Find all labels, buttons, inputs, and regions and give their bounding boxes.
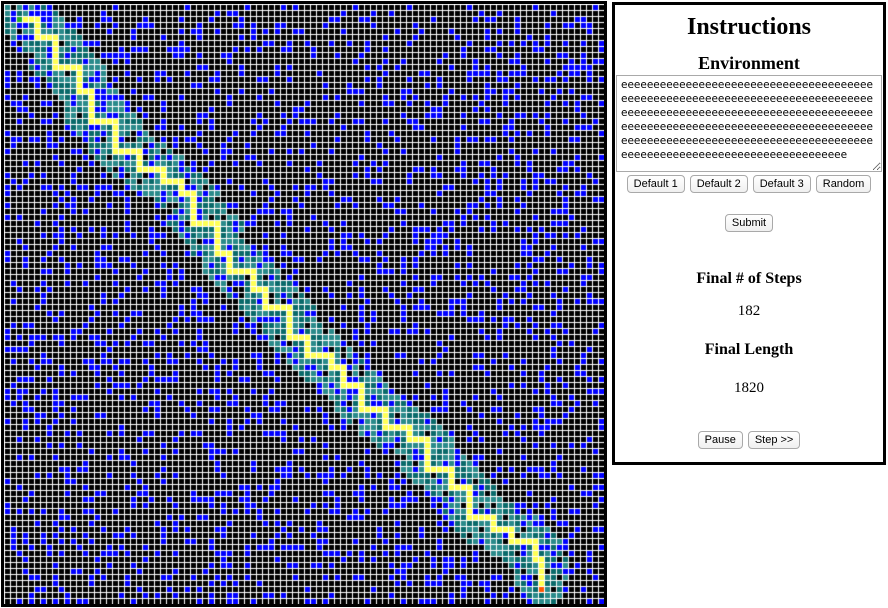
grid-board[interactable] bbox=[1, 1, 607, 607]
pause-button[interactable]: Pause bbox=[697, 431, 743, 449]
control-panel: Instructions Environment Default 1 Defau… bbox=[612, 2, 886, 465]
default-1-button[interactable]: Default 1 bbox=[626, 175, 685, 193]
final-steps-value: 182 bbox=[737, 303, 761, 319]
random-button[interactable]: Random bbox=[815, 175, 872, 193]
final-length-heading: Final Length bbox=[704, 341, 794, 358]
submit-button[interactable]: Submit bbox=[724, 214, 774, 232]
default-2-button[interactable]: Default 2 bbox=[689, 175, 748, 193]
environment-input[interactable] bbox=[616, 75, 882, 172]
instructions-title[interactable]: Instructions bbox=[686, 14, 812, 40]
submit-row: Submit bbox=[615, 213, 883, 232]
default-buttons-row: Default 1 Default 2 Default 3 Random bbox=[615, 175, 883, 193]
step-button[interactable]: Step >> bbox=[747, 431, 801, 449]
final-steps-heading: Final # of Steps bbox=[696, 270, 802, 287]
default-3-button[interactable]: Default 3 bbox=[752, 175, 811, 193]
final-length-value: 1820 bbox=[734, 380, 764, 396]
environment-heading: Environment bbox=[698, 53, 800, 73]
playback-controls: Pause Step >> bbox=[615, 431, 883, 449]
grid-canvas[interactable] bbox=[4, 4, 604, 604]
